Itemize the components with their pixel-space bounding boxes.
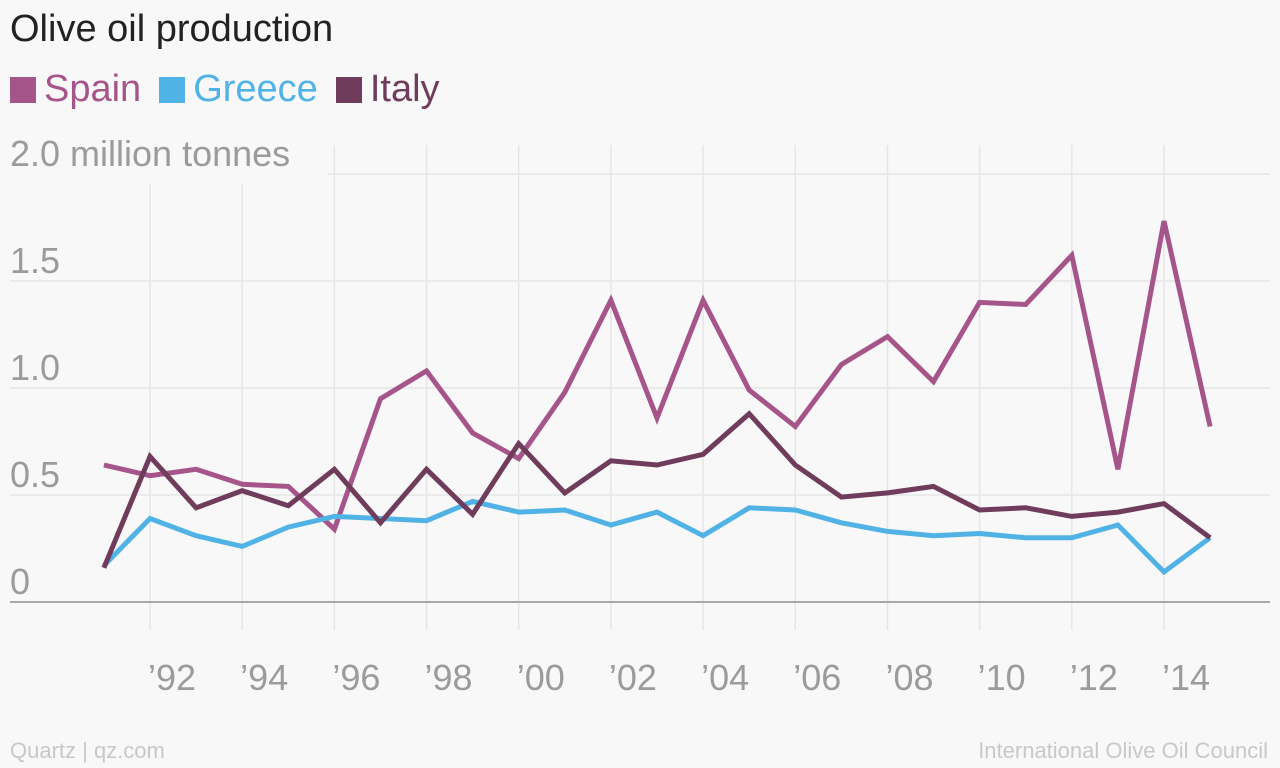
legend-item-italy: Italy: [335, 68, 440, 111]
series-line-italy: [101, 410, 1212, 569]
x-tick-label: ’08: [885, 657, 933, 698]
x-axis-tick-labels: ’92 ’94 ’96 ’98 ’00 ’02 ’04 ’06 ’08 ’10 ’12 ’14: [148, 657, 1210, 698]
series-lines: [101, 220, 1213, 576]
x-tick-label: ’94: [240, 657, 288, 698]
x-tick-label: ’04: [701, 657, 749, 698]
chart-title: Olive oil production: [10, 8, 334, 50]
grid-lines: [10, 145, 1270, 630]
legend-label-greece: Greece: [193, 68, 318, 110]
legend-item-spain: Spain: [10, 68, 141, 111]
legend-label-italy: Italy: [369, 68, 440, 110]
x-tick-label: ’92: [148, 657, 196, 698]
legend-swatch-italy: [335, 76, 362, 103]
x-tick-label: ’10: [978, 657, 1026, 698]
x-tick-label: ’02: [609, 657, 657, 698]
y-tick-label: 2.0 million tonnes: [10, 133, 290, 174]
y-tick-label: 1.5: [10, 240, 60, 281]
x-tick-label: ’98: [425, 657, 473, 698]
y-tick-label: 0.5: [10, 454, 60, 495]
series-line-greece: [102, 498, 1212, 576]
footer-data-source: International Olive Oil Council: [978, 738, 1268, 763]
legend-swatch-spain: [10, 76, 36, 103]
footer-source-brand: Quartz | qz.com: [10, 738, 165, 763]
legend-item-greece: Greece: [159, 68, 318, 111]
x-tick-label: ’06: [793, 657, 841, 698]
y-axis-tick-labels: 0 0.5 1.0 1.5 2.0 million tonnes: [6, 133, 328, 602]
x-tick-label: ’14: [1162, 657, 1210, 698]
y-unit-label-background: [6, 144, 328, 184]
y-tick-label: 1.0: [10, 347, 60, 388]
legend: Spain Greece Italy: [10, 68, 440, 111]
series-line-spain: [103, 220, 1213, 534]
y-tick-label: 0: [10, 561, 30, 602]
legend-label-spain: Spain: [44, 68, 142, 110]
x-tick-label: ’12: [1070, 657, 1118, 698]
x-tick-label: ’00: [517, 657, 565, 698]
x-tick-label: ’96: [332, 657, 380, 698]
legend-swatch-greece: [159, 76, 186, 103]
